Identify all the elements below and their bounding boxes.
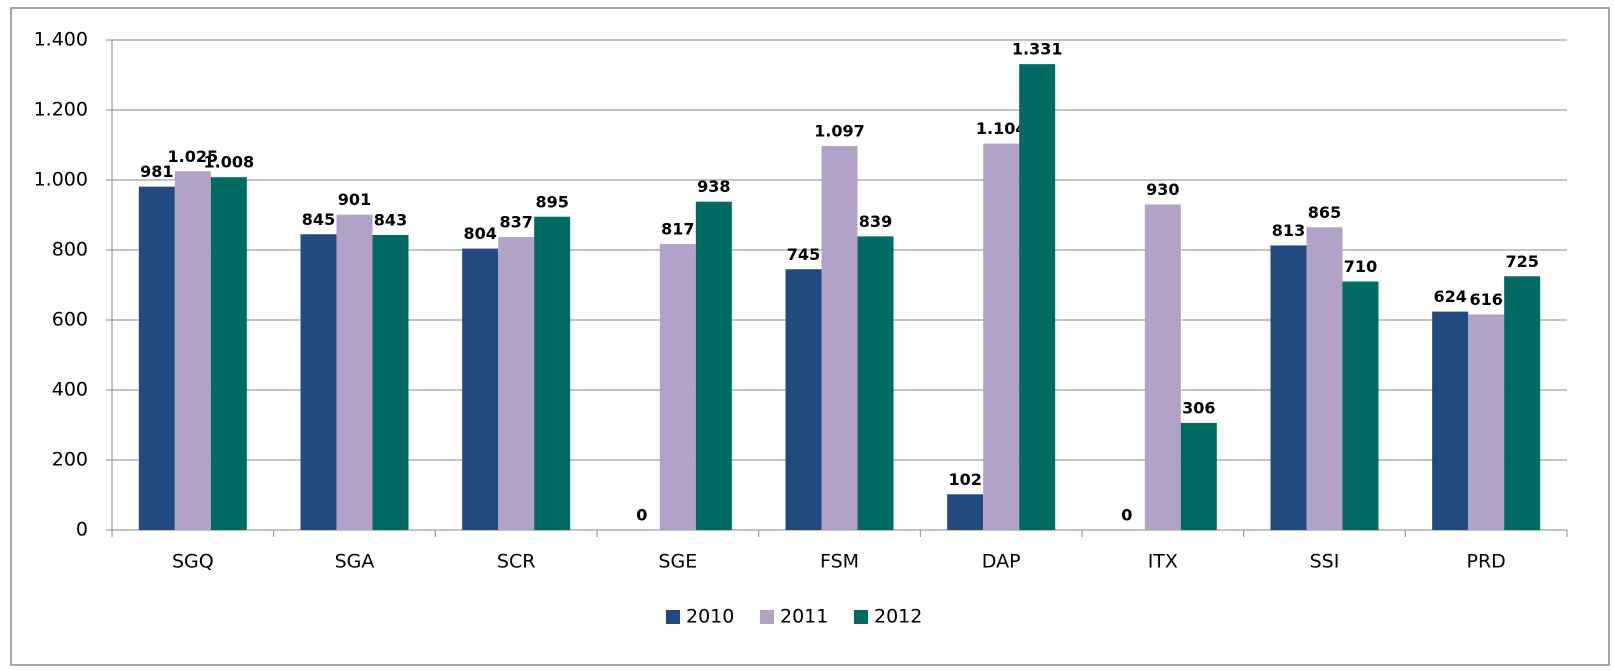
bar: [1306, 227, 1343, 530]
bar: [498, 237, 535, 531]
y-tick-label: 0: [76, 519, 88, 541]
y-tick-label: 800: [52, 239, 88, 261]
bar: [695, 201, 732, 530]
bar: [138, 186, 175, 530]
legend-label: 2010: [686, 606, 734, 628]
legend-swatch: [760, 610, 774, 624]
data-label: 804: [463, 224, 496, 243]
bar: [947, 494, 984, 530]
data-label: 0: [636, 506, 647, 525]
bar: [174, 171, 211, 530]
data-label: 895: [535, 192, 568, 211]
bar: [462, 248, 499, 530]
bar: [210, 177, 247, 530]
bar: [1180, 422, 1217, 530]
data-label: 813: [1272, 221, 1305, 240]
data-label: 1.104: [976, 119, 1027, 138]
legend-swatch: [666, 610, 680, 624]
data-label: 981: [140, 162, 173, 181]
data-label: 725: [1505, 252, 1538, 271]
x-tick-label: PRD: [1467, 551, 1506, 573]
data-label: 817: [661, 220, 694, 239]
bar: [372, 234, 409, 530]
data-label: 1.331: [1012, 40, 1063, 59]
y-tick-label: 200: [52, 449, 88, 471]
y-tick-label: 1.200: [34, 99, 88, 121]
bar: [336, 214, 373, 530]
bar: [1342, 281, 1379, 530]
y-tick-label: 1.000: [34, 169, 88, 191]
bar: [821, 146, 858, 531]
data-label: 1.008: [204, 153, 255, 172]
legend-swatch: [854, 610, 868, 624]
bar: [1432, 311, 1469, 530]
x-tick-label: SGA: [335, 551, 375, 573]
x-tick-label: SGQ: [172, 551, 214, 573]
bar: [857, 236, 894, 530]
x-tick-label: ITX: [1148, 551, 1178, 573]
data-label: 930: [1146, 180, 1179, 199]
data-label: 843: [374, 210, 407, 229]
y-tick-label: 600: [52, 309, 88, 331]
bar: [534, 216, 571, 530]
y-tick-label: 400: [52, 379, 88, 401]
legend-label: 2011: [780, 606, 828, 628]
data-label: 865: [1308, 203, 1341, 222]
bar: [983, 143, 1020, 530]
data-label: 0: [1121, 506, 1132, 525]
y-tick-label: 1.400: [34, 29, 88, 51]
bar: [1019, 64, 1056, 531]
data-label: 745: [787, 245, 820, 264]
bar: [300, 234, 337, 530]
bar: [1468, 314, 1505, 530]
x-tick-label: SCR: [497, 551, 536, 573]
legend-label: 2012: [874, 606, 922, 628]
data-label: 306: [1182, 398, 1215, 417]
data-label: 845: [302, 210, 335, 229]
bar: [1270, 245, 1307, 530]
data-label: 624: [1433, 287, 1466, 306]
x-tick-label: SSI: [1310, 551, 1340, 573]
bar: [659, 244, 696, 531]
data-label: 837: [499, 213, 532, 232]
data-label: 938: [697, 177, 730, 196]
data-label: 710: [1344, 257, 1377, 276]
data-label: 839: [859, 212, 892, 231]
data-label: 1.025: [168, 147, 219, 166]
data-label: 102: [948, 470, 981, 489]
x-tick-label: FSM: [820, 551, 859, 573]
x-tick-label: DAP: [982, 551, 1021, 573]
bar: [785, 269, 822, 530]
data-label: 901: [338, 190, 371, 209]
data-label: 1.097: [814, 122, 865, 141]
x-tick-label: SGE: [658, 551, 697, 573]
bar: [1144, 204, 1181, 530]
data-label: 616: [1469, 290, 1502, 309]
bar: [1504, 276, 1541, 530]
